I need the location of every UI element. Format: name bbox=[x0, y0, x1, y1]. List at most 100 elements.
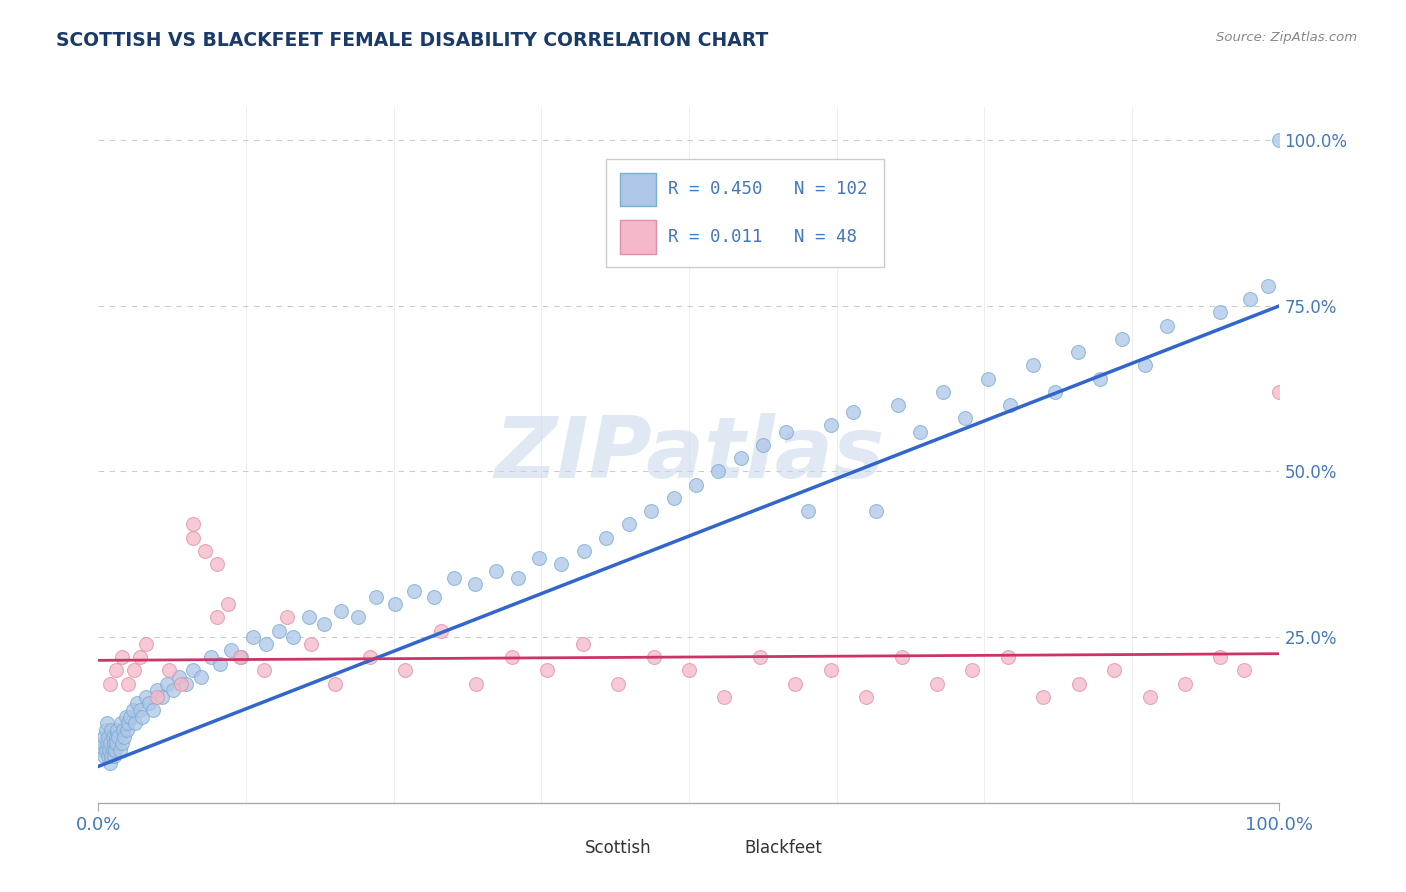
Point bbox=[107, 730, 129, 744]
Point bbox=[269, 624, 291, 638]
Point bbox=[890, 650, 912, 665]
Point bbox=[685, 477, 707, 491]
Point bbox=[464, 577, 486, 591]
Text: R = 0.011   N = 48: R = 0.011 N = 48 bbox=[668, 227, 856, 246]
Point bbox=[121, 703, 143, 717]
Point bbox=[1239, 292, 1261, 306]
Point bbox=[100, 749, 122, 764]
Text: ZIPatlas: ZIPatlas bbox=[494, 413, 884, 497]
Point bbox=[254, 637, 277, 651]
Point bbox=[131, 709, 153, 723]
Point bbox=[170, 676, 193, 690]
Point bbox=[1257, 279, 1279, 293]
Point bbox=[146, 690, 169, 704]
Point bbox=[678, 663, 700, 677]
Point bbox=[527, 550, 550, 565]
Point bbox=[820, 663, 842, 677]
Point bbox=[162, 683, 184, 698]
Point bbox=[105, 730, 128, 744]
Point bbox=[402, 583, 425, 598]
Point bbox=[103, 749, 125, 764]
Point bbox=[925, 676, 948, 690]
Point bbox=[329, 604, 352, 618]
Point bbox=[1088, 372, 1111, 386]
Point bbox=[1102, 663, 1125, 677]
Point bbox=[91, 743, 114, 757]
Point bbox=[105, 723, 128, 737]
Point bbox=[785, 676, 807, 690]
Point bbox=[96, 716, 118, 731]
Point bbox=[122, 663, 145, 677]
Point bbox=[112, 730, 135, 744]
Point bbox=[135, 690, 157, 704]
Point bbox=[128, 650, 150, 665]
Point bbox=[364, 591, 387, 605]
Point bbox=[110, 716, 132, 731]
Point bbox=[1021, 359, 1043, 373]
Point bbox=[423, 591, 446, 605]
Point bbox=[855, 690, 877, 704]
Point bbox=[181, 663, 204, 677]
Point bbox=[506, 570, 529, 584]
Point bbox=[101, 730, 124, 744]
Point bbox=[797, 504, 820, 518]
Point bbox=[117, 716, 139, 731]
Point bbox=[662, 491, 685, 505]
Point bbox=[117, 676, 139, 690]
Point bbox=[93, 749, 115, 764]
Point bbox=[101, 743, 124, 757]
Point bbox=[962, 663, 984, 677]
Point bbox=[105, 663, 128, 677]
Point bbox=[156, 676, 179, 690]
Point bbox=[135, 637, 157, 651]
Point bbox=[1066, 345, 1088, 359]
Point bbox=[108, 743, 131, 757]
Point bbox=[94, 743, 117, 757]
Point bbox=[312, 616, 335, 631]
Text: SCOTTISH VS BLACKFEET FEMALE DISABILITY CORRELATION CHART: SCOTTISH VS BLACKFEET FEMALE DISABILITY … bbox=[56, 31, 769, 50]
Point bbox=[359, 650, 381, 665]
Point bbox=[707, 465, 730, 479]
Point bbox=[298, 610, 321, 624]
Point bbox=[200, 650, 222, 665]
Point bbox=[98, 756, 121, 770]
Point bbox=[347, 610, 370, 624]
Point bbox=[607, 676, 630, 690]
Point bbox=[97, 749, 120, 764]
Point bbox=[640, 504, 662, 518]
Point bbox=[97, 730, 120, 744]
Point bbox=[617, 517, 640, 532]
Point bbox=[1209, 650, 1232, 665]
Point bbox=[501, 650, 523, 665]
Point bbox=[932, 384, 955, 399]
Point bbox=[174, 676, 197, 690]
Bar bbox=[620, 220, 655, 253]
Point bbox=[443, 570, 465, 584]
Point bbox=[146, 683, 169, 698]
Point bbox=[1133, 359, 1156, 373]
Point bbox=[209, 657, 232, 671]
Point bbox=[1032, 690, 1054, 704]
Point bbox=[465, 676, 488, 690]
Point bbox=[104, 743, 127, 757]
Point bbox=[142, 703, 165, 717]
Point bbox=[430, 624, 453, 638]
Point bbox=[299, 637, 322, 651]
Point bbox=[194, 544, 217, 558]
Point bbox=[231, 650, 253, 665]
Point bbox=[138, 697, 160, 711]
Bar bbox=[700, 834, 730, 862]
Point bbox=[276, 610, 298, 624]
Point bbox=[820, 418, 842, 433]
Point bbox=[205, 610, 228, 624]
Point bbox=[1209, 305, 1232, 319]
Point bbox=[93, 730, 115, 744]
Point bbox=[1111, 332, 1133, 346]
Point bbox=[100, 723, 122, 737]
Point bbox=[96, 736, 118, 750]
Point bbox=[394, 663, 416, 677]
Point bbox=[730, 451, 752, 466]
Point bbox=[1043, 384, 1066, 399]
Point bbox=[103, 736, 125, 750]
Point bbox=[190, 670, 212, 684]
